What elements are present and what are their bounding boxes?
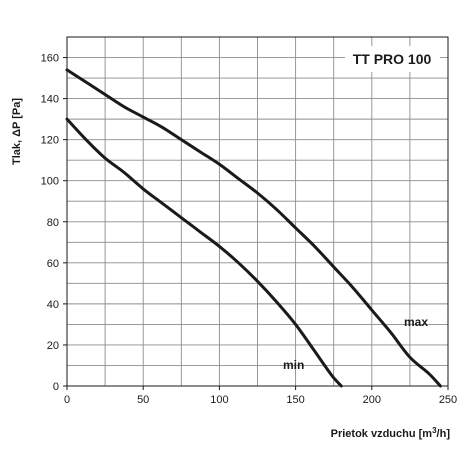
x-tick-label: 50 <box>137 394 149 406</box>
y-tick-label: 0 <box>53 381 59 393</box>
y-tick-label: 20 <box>47 340 59 352</box>
x-axis-title: Prietok vzduchu [m3/h] <box>331 426 451 440</box>
y-tick-label: 160 <box>41 53 59 65</box>
y-tick-label: 60 <box>47 258 59 270</box>
y-tick-label: 40 <box>47 299 59 311</box>
y-tick-label: 140 <box>41 94 59 106</box>
y-tick-label: 80 <box>47 217 59 229</box>
series-line-max <box>65 68 442 388</box>
x-tick-label: 100 <box>210 394 228 406</box>
x-tick-label: 0 <box>64 394 70 406</box>
y-axis-title: Tlak, ΔP [Pa] <box>11 98 23 165</box>
x-tick-label: 150 <box>286 394 304 406</box>
y-tick-label: 120 <box>41 135 59 147</box>
plot-frame <box>66 36 449 387</box>
series-label-max: max <box>404 315 428 329</box>
x-tick-label: 200 <box>363 394 381 406</box>
series-label-min: min <box>283 358 304 372</box>
x-tick-label: 250 <box>439 394 457 406</box>
tick-labels: 0 50 100 150 200 250 0 20 40 60 80 100 120 140 160 <box>41 53 458 406</box>
y-tick-label: 100 <box>41 176 59 188</box>
title-box <box>345 46 440 72</box>
chart-title: TT PRO 100 <box>353 51 432 67</box>
series-line-min <box>65 117 343 388</box>
curves <box>65 68 442 388</box>
